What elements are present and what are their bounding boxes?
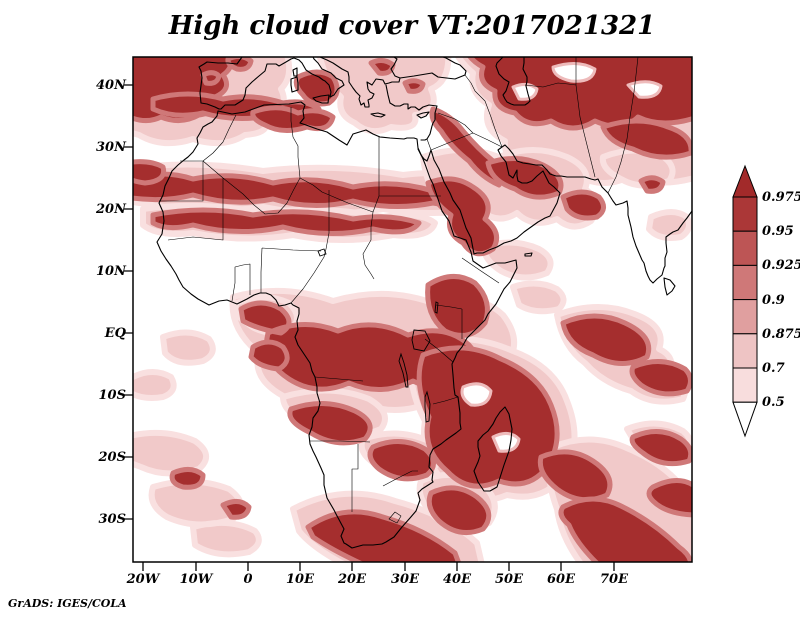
colorbar-label: 0.5 — [762, 395, 785, 410]
grads-attribution: GrADS: IGES/COLA — [8, 597, 127, 610]
colorbar-label: 0.875 — [762, 327, 800, 342]
y-axis-ticks — [124, 84, 133, 520]
colorbar-bottom-arrow — [732, 401, 758, 438]
x-tick-label: 40E — [443, 572, 472, 587]
colorbar-segment — [732, 230, 758, 266]
map-frame — [132, 56, 693, 563]
colorbar-label: 0.925 — [762, 258, 800, 273]
colorbar-label: 0.9 — [762, 293, 785, 308]
colorbar-segment — [732, 333, 758, 369]
anatolia-arabia-india-coastline — [385, 84, 692, 284]
crete-outline — [370, 112, 386, 118]
lake-victoria — [411, 329, 431, 352]
x-axis-ticks — [142, 562, 615, 571]
srilanka-outline — [663, 277, 676, 296]
y-tick-label: 10S — [99, 388, 126, 403]
cyprus-outline — [416, 111, 430, 119]
country-borders — [159, 57, 639, 524]
lake-chad — [317, 248, 327, 257]
madagascar-outline — [473, 406, 513, 492]
africa-coastline — [156, 101, 518, 549]
colorbar-label: 0.975 — [762, 190, 800, 205]
y-tick-label: EQ — [104, 326, 127, 341]
corsica-outline — [292, 67, 298, 77]
x-tick-label: 10E — [286, 572, 315, 587]
x-tick-label: 20E — [337, 572, 367, 587]
x-tick-label: 20W — [126, 572, 161, 587]
x-axis-labels: 20W 10W 0 10E 20E 30E 40E 50E 60E 70E — [126, 572, 629, 587]
y-tick-label: 20N — [95, 202, 127, 217]
cloud-shading-gaps — [460, 62, 663, 453]
y-tick-label: 40N — [96, 78, 127, 93]
y-tick-label: 30N — [96, 140, 127, 155]
coastlines — [156, 57, 692, 549]
colorbar-segment — [732, 299, 758, 335]
socotra-outline — [524, 252, 533, 257]
lake-malawi — [424, 390, 431, 423]
iberia-italy-coastline — [198, 57, 345, 110]
colorbar-label: 0.95 — [762, 224, 794, 239]
x-tick-label: 70E — [600, 572, 629, 587]
chart-title: High cloud cover VT:2017021321 — [168, 11, 655, 41]
y-tick-label: 10N — [96, 264, 127, 279]
x-tick-label: 10W — [180, 572, 214, 587]
x-tick-label: 0 — [243, 572, 252, 587]
colorbar-segment — [732, 264, 758, 301]
lake-turkana — [434, 301, 439, 314]
x-tick-label: 60E — [547, 572, 576, 587]
x-tick-label: 50E — [495, 572, 524, 587]
caspian-sea-outline — [495, 57, 531, 106]
y-tick-label: 20S — [98, 450, 126, 465]
colorbar-segment — [732, 367, 758, 403]
sicily-outline — [312, 94, 330, 104]
colorbar-label: 0.7 — [762, 361, 785, 376]
lake-tanganyika — [398, 352, 409, 388]
x-tick-label: 30E — [391, 572, 420, 587]
balkans-coastline — [319, 57, 401, 108]
y-axis-labels: 40N 30N 20N 10N EQ 10S 20S 30S — [95, 78, 127, 527]
y-tick-label: 30S — [99, 512, 126, 527]
map-panel — [132, 56, 693, 563]
colorbar-segment — [732, 196, 758, 232]
sardinia-outline — [290, 76, 299, 93]
colorbar: 0.975 0.95 0.925 0.9 0.875 0.7 0.5 — [732, 164, 800, 438]
